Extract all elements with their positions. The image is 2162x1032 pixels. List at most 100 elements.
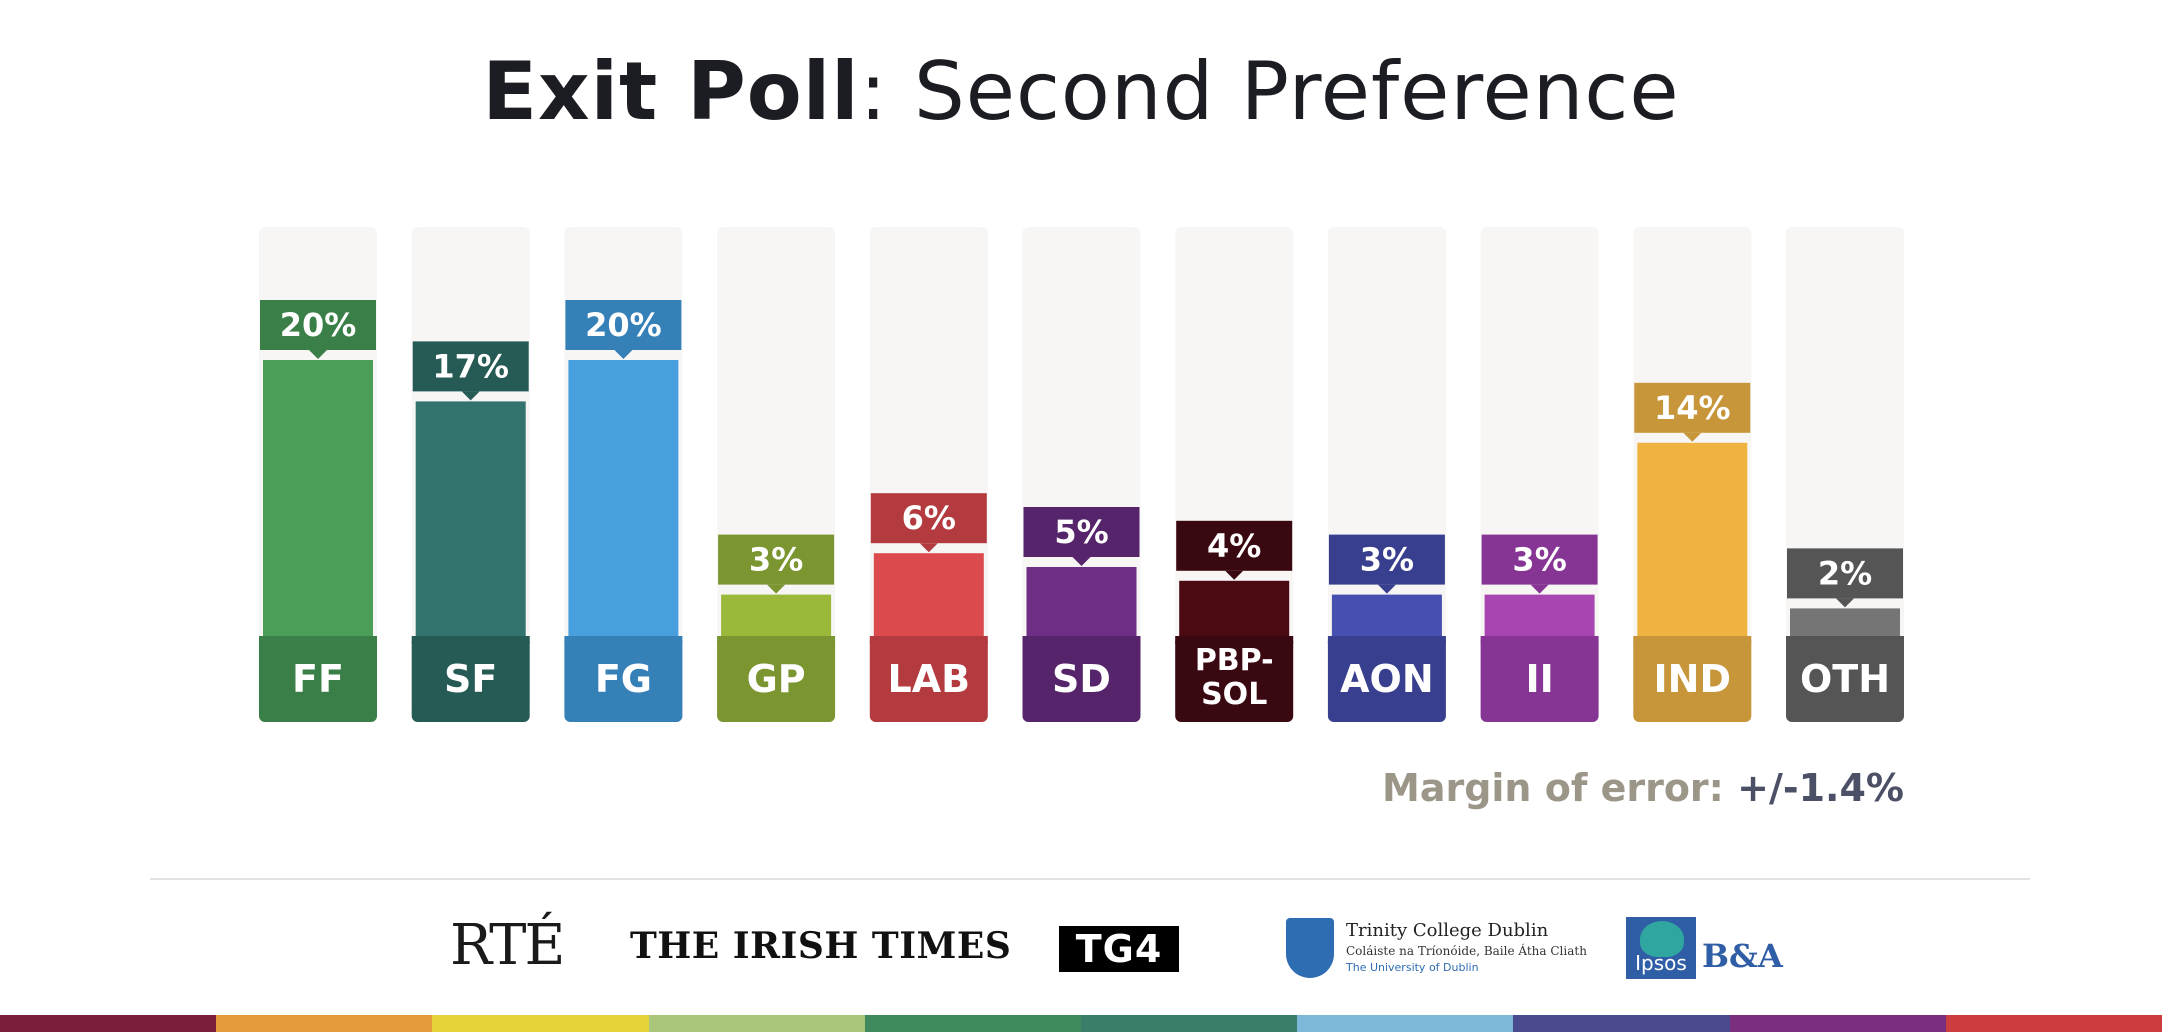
title-bold: Exit Poll xyxy=(482,45,860,138)
bar xyxy=(568,360,679,636)
bar-group-sd: 5% SD xyxy=(1022,227,1141,722)
value-tag-pointer xyxy=(1225,570,1244,580)
rte-logo: RTÉ xyxy=(450,913,565,978)
bar xyxy=(415,401,526,636)
value-tag xyxy=(565,300,682,350)
bar xyxy=(721,594,832,636)
value-label: 3% xyxy=(749,541,803,579)
chart-title: Exit Poll: Second Preference xyxy=(0,52,2162,132)
value-tag xyxy=(1481,534,1598,585)
category-box xyxy=(1175,636,1294,722)
margin-of-error-value: +/-1.4% xyxy=(1737,766,1904,810)
bar-group-oth: 2% OTH xyxy=(1786,227,1904,722)
category-box-top xyxy=(259,636,377,644)
category-label: FG xyxy=(595,657,652,701)
value-tag-pointer xyxy=(1683,432,1702,442)
bar-group-ff: 20% FF xyxy=(259,227,377,722)
value-tag xyxy=(1023,507,1140,557)
tcd-name: Trinity College Dublin xyxy=(1346,920,1549,941)
ba-text: B&A xyxy=(1702,937,1783,975)
category-box-top xyxy=(1786,636,1904,644)
category-box-top xyxy=(1175,636,1294,644)
category-label: OTH xyxy=(1800,657,1890,701)
category-label: SD xyxy=(1052,657,1111,701)
tcd-crest-icon xyxy=(1286,918,1334,978)
value-tag xyxy=(260,300,376,350)
category-box-top xyxy=(1327,636,1446,644)
stripe-segment xyxy=(864,1015,1082,1032)
bar xyxy=(263,360,373,636)
bar xyxy=(1026,567,1137,636)
category-label: GP xyxy=(747,657,806,701)
value-tag-pointer xyxy=(1072,557,1091,566)
bar-group-ii: 3% II xyxy=(1480,227,1599,722)
value-label: 2% xyxy=(1818,554,1872,592)
value-label: 17% xyxy=(432,347,509,385)
category-box-top xyxy=(717,636,836,644)
value-label: 14% xyxy=(1654,389,1731,427)
category-box-top xyxy=(1480,636,1599,644)
category-box xyxy=(869,636,988,722)
margin-of-error-label: Margin of error: xyxy=(1382,766,1724,810)
bar-group-sf: 17% SF xyxy=(411,227,530,722)
value-label: 6% xyxy=(902,499,956,537)
value-tag-pointer xyxy=(614,350,633,359)
bar-group-ind: 14% IND xyxy=(1633,227,1752,722)
category-label-line: PBP- xyxy=(1195,643,1274,678)
bar-group-fg: 20% FG xyxy=(564,227,683,722)
footer-divider xyxy=(150,878,2030,880)
category-box-top xyxy=(1633,636,1752,644)
category-box xyxy=(717,636,836,722)
category-label-line: SOL xyxy=(1201,677,1267,712)
ipsos-text: Ipsos xyxy=(1635,951,1687,975)
bar xyxy=(873,553,984,636)
value-tag-pointer xyxy=(767,584,786,594)
footer-color-stripe xyxy=(0,1015,2162,1032)
bar-group-pbp-sol: 4% PBP-SOL xyxy=(1175,227,1294,722)
value-tag xyxy=(1176,520,1293,571)
category-box-top xyxy=(411,636,530,644)
category-label: IND xyxy=(1654,657,1731,701)
stripe-segment xyxy=(648,1015,865,1032)
category-label: II xyxy=(1525,657,1553,701)
category-box xyxy=(564,636,683,722)
stripe-segment xyxy=(1729,1015,1946,1032)
category-box xyxy=(1327,636,1446,722)
bar-track xyxy=(1327,227,1446,712)
value-tag xyxy=(1634,382,1751,433)
value-label: 4% xyxy=(1207,527,1261,565)
category-box xyxy=(1633,636,1752,722)
bar xyxy=(1179,580,1290,636)
stripe-segment xyxy=(1081,1015,1298,1032)
value-tag xyxy=(1328,534,1445,585)
stripe-segment xyxy=(432,1015,649,1032)
category-label: AON xyxy=(1340,657,1434,701)
tcd-subtitle-irish: Coláiste na Tríonóide, Baile Átha Cliath xyxy=(1346,944,1587,958)
bar xyxy=(1331,594,1442,636)
category-label: SF xyxy=(444,657,497,701)
value-tag-pointer xyxy=(309,350,327,359)
bar-group-aon: 3% AON xyxy=(1327,227,1446,722)
category-box xyxy=(1022,636,1141,722)
category-box-top xyxy=(869,636,988,644)
tcd-subtitle-university: The University of Dublin xyxy=(1346,961,1479,974)
margin-of-error: Margin of error: +/-1.4% xyxy=(1382,766,1904,810)
value-tag xyxy=(718,534,835,585)
bar-group-gp: 3% GP xyxy=(717,227,836,722)
category-label: LAB xyxy=(888,657,971,701)
stripe-segment xyxy=(1945,1015,2162,1032)
category-box xyxy=(259,636,377,722)
title-rest: : Second Preference xyxy=(859,45,1680,138)
bar-chart: 20% FF 17% SF 20% FG 3% GP 6% LAB 5% SD 4% PBP-SOL 3% A… xyxy=(259,227,1904,722)
tcd-logo: Trinity College Dublin Coláiste na Tríon… xyxy=(1286,916,1587,986)
bar-track xyxy=(717,227,836,712)
value-tag-pointer xyxy=(919,543,938,553)
value-tag-pointer xyxy=(1530,584,1549,594)
value-tag-pointer xyxy=(461,391,480,401)
bar xyxy=(1484,594,1595,636)
tg4-logo: TG4 xyxy=(1059,926,1179,972)
value-label: 20% xyxy=(585,306,662,344)
stripe-segment xyxy=(1297,1015,1514,1032)
irish-times-logo: THE IRISH TIMES xyxy=(630,925,1012,967)
value-label: 3% xyxy=(1512,541,1566,579)
